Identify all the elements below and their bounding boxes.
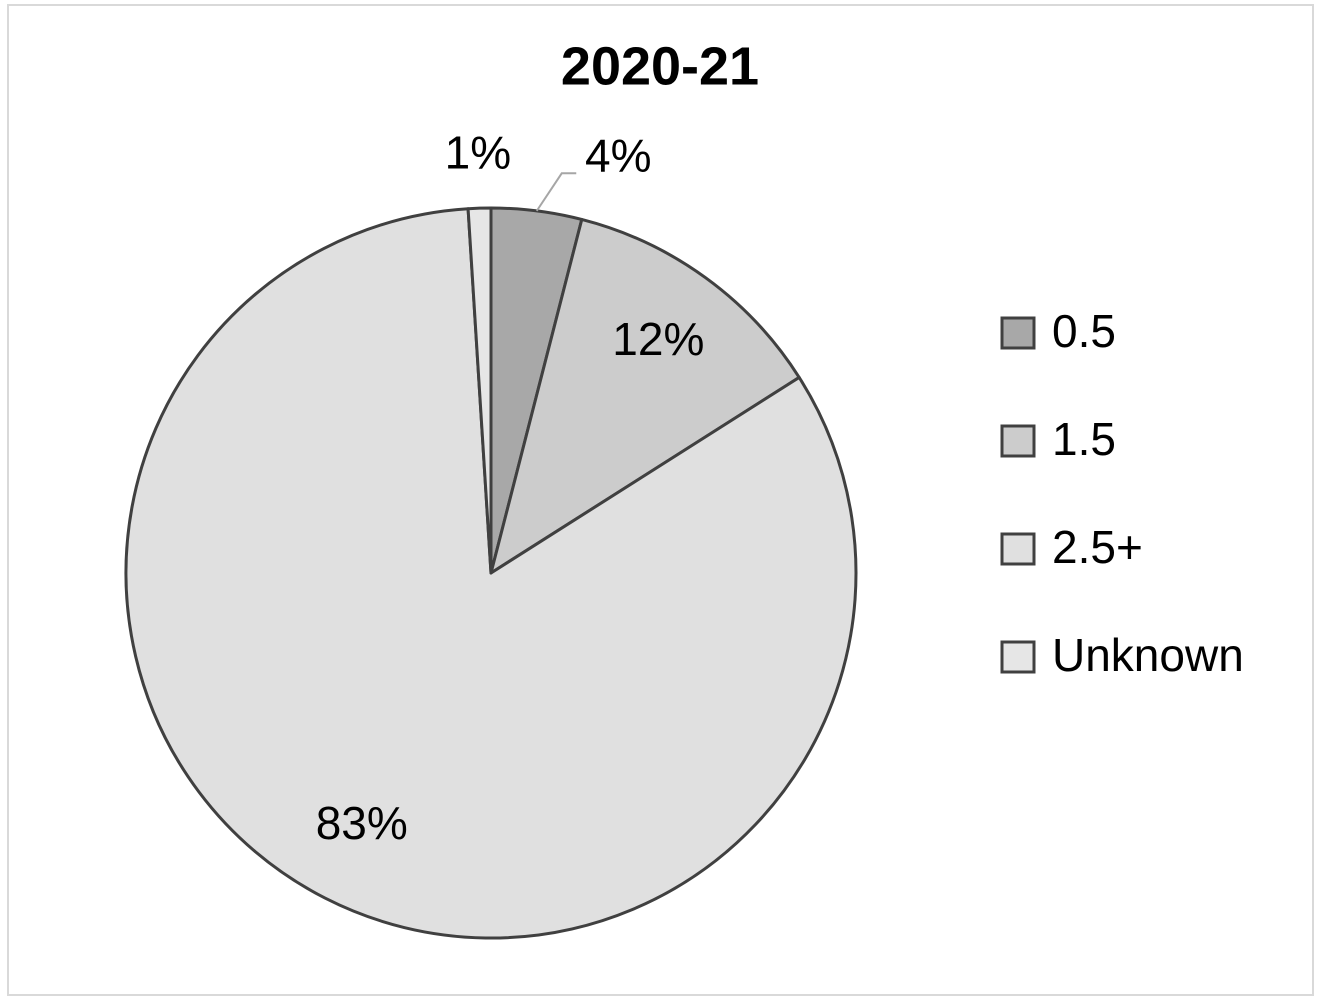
legend-label: Unknown: [1052, 629, 1244, 681]
legend-label: 1.5: [1052, 413, 1116, 465]
legend-swatch: [1000, 424, 1036, 458]
legend-swatch: [1000, 640, 1036, 674]
data-label: 12%: [612, 313, 704, 365]
data-label: 83%: [316, 797, 408, 849]
leader-line: [535, 172, 577, 212]
pie-slice: [466, 206, 493, 575]
chart-title: 2020-21: [561, 36, 759, 96]
legend-label: 2.5+: [1052, 521, 1143, 573]
legend-label: 0.5: [1052, 305, 1116, 357]
pie-slice: [489, 217, 801, 575]
legend-swatch: [1000, 316, 1036, 350]
legend-swatch: [1000, 532, 1036, 566]
data-label: 1%: [445, 126, 511, 178]
data-label: 4%: [585, 129, 651, 181]
